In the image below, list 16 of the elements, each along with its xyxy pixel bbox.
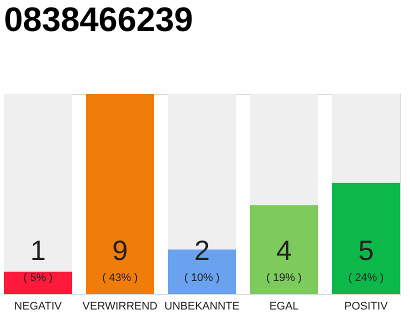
data-label: 4 (276, 235, 292, 266)
data-label: 1 (30, 235, 46, 266)
x-tick-label: VERWIRREND (82, 300, 158, 312)
data-label: 9 (112, 235, 128, 266)
annotation: ( 10% ) (184, 272, 220, 284)
annotation: ( 24% ) (348, 272, 384, 284)
annotation: ( 43% ) (102, 272, 138, 284)
data-label: 5 (358, 235, 374, 266)
x-tick-label: EGAL (269, 300, 299, 312)
annotation: ( 5% ) (23, 272, 53, 284)
x-tick-label: POSITIV (344, 300, 388, 312)
x-tick-label: NEGATIV (14, 300, 62, 312)
bar (4, 272, 72, 294)
annotation: ( 19% ) (266, 272, 302, 284)
x-tick-label: UNBEKANNTE (164, 300, 240, 312)
chart-title: 0838466239 (4, 1, 194, 39)
